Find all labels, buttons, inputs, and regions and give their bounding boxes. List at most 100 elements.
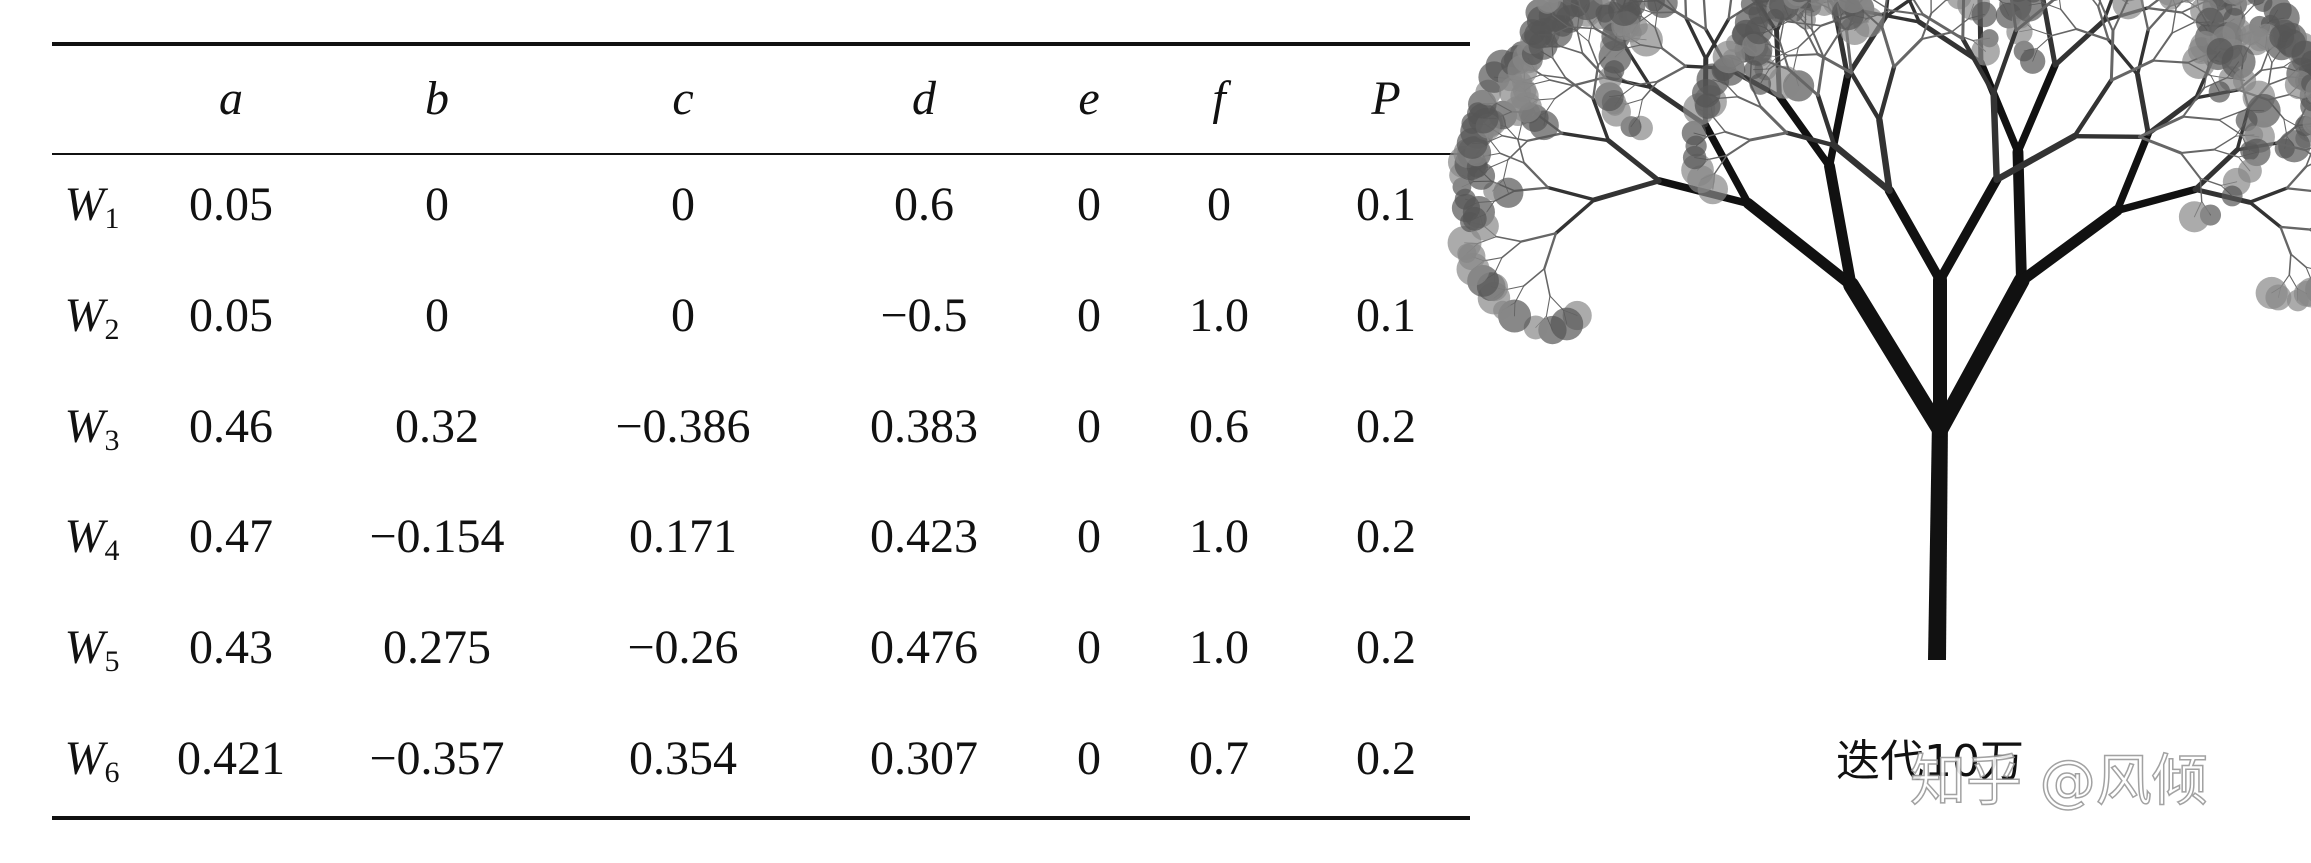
- cell: 0.05: [189, 178, 273, 231]
- branch: [1704, 17, 1731, 61]
- cell: 0: [1077, 178, 1101, 231]
- branch: [1776, 46, 1799, 58]
- branch: [1736, 95, 1763, 109]
- foliage: [1456, 127, 1488, 159]
- branch: [2181, 86, 2206, 118]
- branch: [1483, 257, 1503, 262]
- branch: [1784, 130, 1837, 148]
- branch: [2146, 5, 2171, 32]
- cell: 0.354: [629, 732, 737, 785]
- cell: 0.383: [870, 400, 978, 453]
- row-label: W4: [65, 510, 120, 567]
- branch: [1830, 142, 1893, 194]
- branch: [2051, 0, 2059, 2]
- foliage: [1971, 37, 2000, 66]
- cell: 0.275: [383, 621, 491, 674]
- branch: [1912, 0, 1925, 16]
- branch: [1495, 235, 1523, 243]
- branch: [1489, 159, 1509, 168]
- branch: [1824, 160, 1857, 291]
- branch: [1872, 0, 1891, 12]
- branch: [2275, 124, 2299, 145]
- branch: [1539, 74, 1567, 80]
- branch: [1961, 0, 1966, 41]
- branch: [1587, 40, 1599, 66]
- branch: [1724, 130, 1752, 141]
- branch: [2050, 28, 2078, 37]
- row-label-name: W: [65, 178, 109, 231]
- foliage: [2158, 0, 2182, 6]
- branch: [2218, 119, 2242, 136]
- row-label-index: 1: [104, 202, 119, 235]
- column-header: a: [219, 72, 243, 125]
- branch: [2267, 76, 2291, 86]
- cell: 0.2: [1356, 621, 1416, 674]
- cell: −0.386: [615, 400, 750, 453]
- branch: [1545, 295, 1551, 317]
- foliage: [1524, 20, 1552, 49]
- branch: [1656, 65, 1688, 83]
- cell: −0.26: [627, 621, 738, 674]
- cell: 0: [671, 289, 695, 342]
- foliage: [1594, 82, 1624, 112]
- cell: 0.171: [629, 510, 737, 563]
- foliage: [1570, 0, 1603, 21]
- branch: [1804, 28, 1819, 56]
- branch: [2060, 8, 2078, 30]
- foliage: [1545, 0, 1562, 3]
- row-label-index: 4: [104, 534, 119, 567]
- cell: 0: [1077, 289, 1101, 342]
- branch: [1591, 63, 1600, 100]
- branch: [1501, 134, 1529, 142]
- branch: [1520, 232, 1558, 243]
- branch: [2109, 29, 2115, 82]
- branch: [2305, 103, 2311, 109]
- branch: [1843, 277, 1948, 438]
- branch: [2248, 200, 2283, 229]
- branch: [1554, 198, 1597, 235]
- foliage: [1783, 0, 1806, 10]
- branch: [2275, 141, 2307, 152]
- cell: −0.357: [369, 732, 504, 785]
- foliage: [1837, 0, 1868, 14]
- branch: [1552, 57, 1567, 80]
- branch: [1825, 72, 1852, 170]
- branch: [1684, 0, 1688, 20]
- foliage: [2178, 201, 2210, 233]
- branch: [1921, 13, 1965, 41]
- branch: [2285, 187, 2311, 193]
- branch: [1562, 0, 1581, 8]
- branch: [2072, 133, 2142, 140]
- branch: [1748, 131, 1789, 142]
- branch: [2217, 0, 2227, 10]
- cell: 0.421: [177, 732, 285, 785]
- branch: [2203, 76, 2228, 89]
- foliage: [1745, 16, 1773, 45]
- branch: [1779, 21, 1785, 43]
- branch: [1517, 139, 1525, 164]
- branch: [1651, 11, 1678, 14]
- cell: 0.32: [395, 400, 479, 453]
- cell: 0: [1077, 732, 1101, 785]
- branch: [1702, 0, 1708, 31]
- cell: 0: [671, 178, 695, 231]
- branch: [1816, 55, 1826, 97]
- column-header: f: [1212, 72, 1231, 125]
- branch: [1654, 27, 1664, 50]
- branch: [1884, 0, 1913, 19]
- branch: [1591, 96, 1611, 143]
- branch: [1517, 122, 1523, 141]
- cell: 0.6: [1189, 400, 1249, 453]
- branch: [1892, 37, 1924, 69]
- branch: [1550, 26, 1570, 36]
- branch: [1499, 152, 1525, 164]
- trunk: [1928, 420, 1948, 660]
- branch: [1816, 52, 1853, 75]
- branch: [2203, 63, 2210, 89]
- branch: [2242, 5, 2254, 18]
- branch: [2009, 0, 2018, 33]
- cell: 0.1: [1356, 178, 1416, 231]
- branch: [1711, 115, 1727, 133]
